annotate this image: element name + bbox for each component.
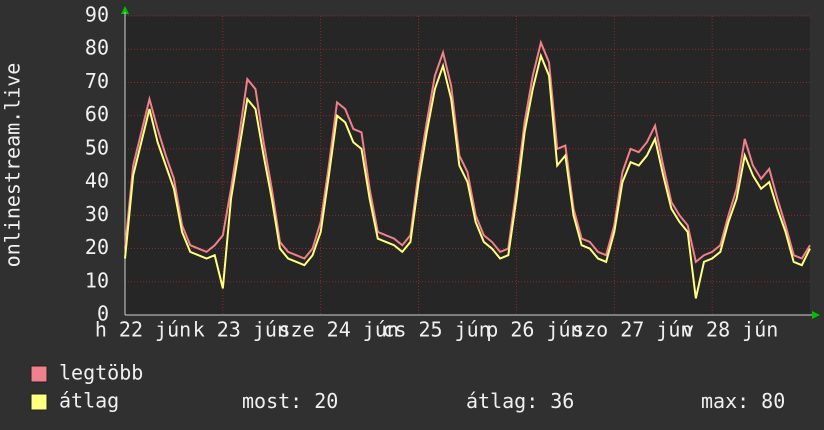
stat: átlag: 36 — [466, 389, 574, 413]
x-tick-label: h 22 jún — [95, 318, 191, 342]
x-tick-label: p 26 jún — [486, 318, 582, 342]
x-tick-label: k 23 jún — [193, 318, 289, 342]
x-tick-label: v 28 jún — [682, 318, 778, 342]
x-arrow — [812, 311, 820, 319]
stat-label: átlag: — [466, 389, 538, 413]
y-tick-label: 20 — [85, 235, 109, 259]
x-tick-label: szo 27 jún — [572, 318, 692, 342]
stat: max: 80 — [701, 389, 785, 413]
stat-value: 36 — [550, 389, 574, 413]
stat-label: max: — [701, 389, 749, 413]
y-tick-label: 0 — [97, 302, 109, 326]
y-tick-label: 30 — [85, 202, 109, 226]
series-line — [124, 52, 811, 299]
series-line — [124, 39, 811, 264]
stat-value: 80 — [761, 389, 785, 413]
stat-value: 20 — [314, 389, 338, 413]
legend-label: legtöbb — [59, 361, 143, 385]
y-axis-label: onlinestream.live — [1, 63, 25, 268]
legend-swatch — [30, 365, 48, 383]
y-tick-label: 70 — [85, 69, 109, 93]
legend-label: átlag — [59, 389, 119, 413]
stat-label: most: — [242, 389, 302, 413]
plot-area — [125, 16, 810, 315]
y-tick-label: 10 — [85, 268, 109, 292]
y-tick-label: 40 — [85, 169, 109, 193]
x-tick-label: cs 25 jún — [382, 318, 490, 342]
y-arrow — [121, 6, 129, 14]
x-tick-label: sze 24 jún — [279, 318, 399, 342]
y-tick-label: 80 — [85, 36, 109, 60]
y-tick-label: 90 — [85, 3, 109, 27]
y-tick-label: 50 — [85, 135, 109, 159]
y-tick-label: 60 — [85, 102, 109, 126]
legend-swatch — [30, 393, 48, 411]
stat: most: 20 — [242, 389, 338, 413]
